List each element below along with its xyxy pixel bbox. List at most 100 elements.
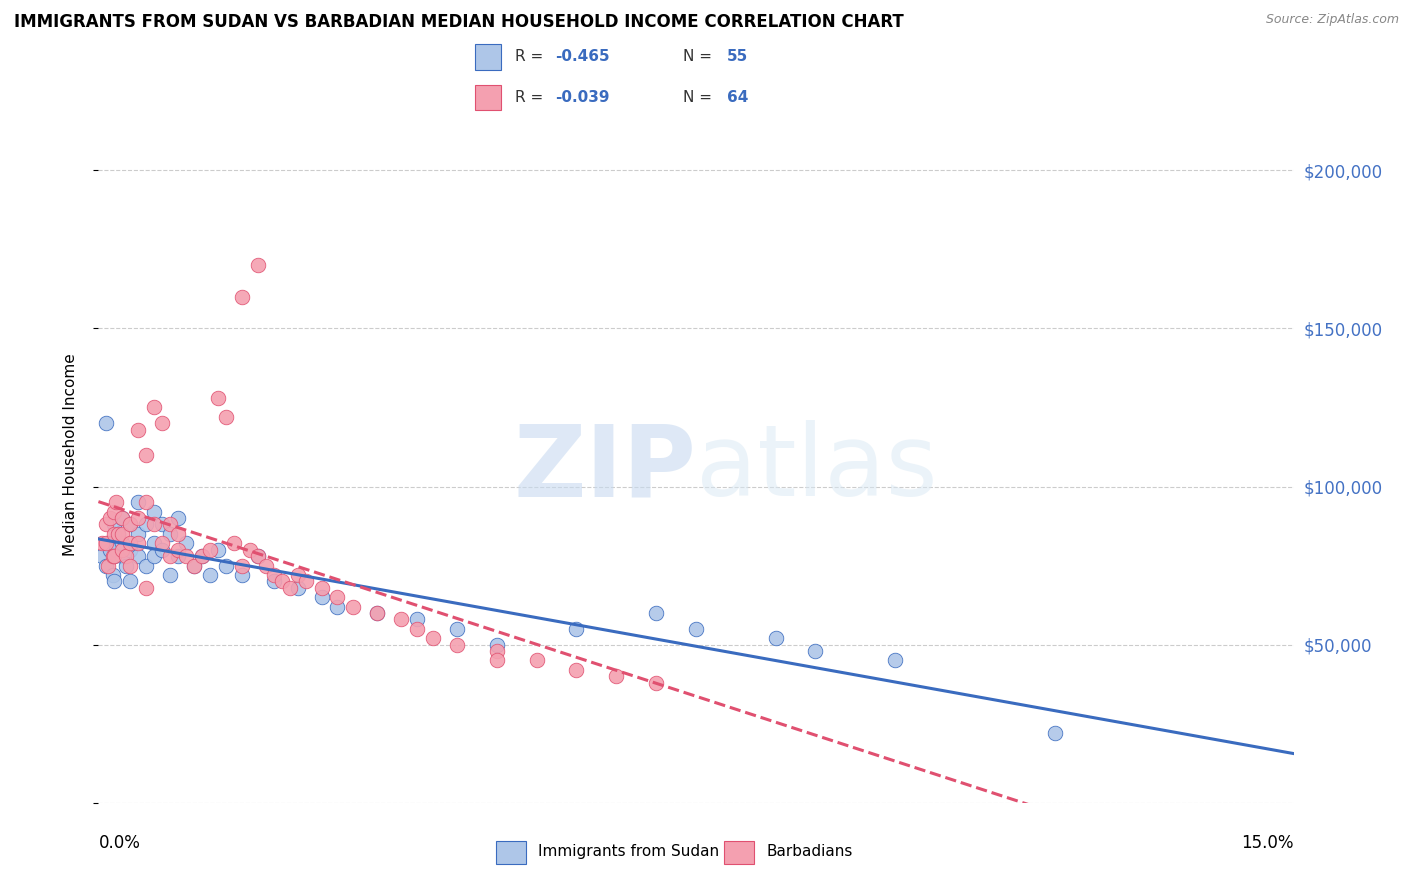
- Point: [135, 517, 157, 532]
- Point: [127, 495, 149, 509]
- Point: [254, 558, 277, 573]
- Point: [167, 527, 190, 541]
- Point: [97, 536, 120, 550]
- Point: [150, 417, 173, 431]
- FancyBboxPatch shape: [496, 841, 526, 864]
- Point: [446, 638, 468, 652]
- Point: [135, 558, 157, 573]
- Point: [120, 536, 142, 550]
- Point: [191, 549, 214, 563]
- Point: [127, 536, 149, 550]
- Point: [111, 549, 134, 563]
- Point: [120, 542, 142, 557]
- Point: [645, 675, 668, 690]
- Text: 55: 55: [727, 49, 748, 64]
- Point: [422, 632, 444, 646]
- Point: [278, 581, 301, 595]
- Point: [143, 401, 166, 415]
- Point: [127, 423, 149, 437]
- Point: [565, 622, 588, 636]
- Point: [143, 505, 166, 519]
- Point: [101, 549, 124, 563]
- Point: [111, 536, 134, 550]
- Point: [96, 517, 118, 532]
- Point: [174, 549, 197, 563]
- Point: [246, 258, 269, 272]
- Point: [107, 527, 129, 541]
- Point: [765, 632, 787, 646]
- Point: [103, 505, 125, 519]
- Point: [294, 574, 316, 589]
- Point: [485, 653, 508, 667]
- Point: [115, 549, 138, 563]
- Point: [104, 495, 127, 509]
- Point: [143, 517, 166, 532]
- Point: [96, 536, 118, 550]
- Text: atlas: atlas: [696, 420, 938, 517]
- Point: [565, 663, 588, 677]
- Point: [263, 568, 285, 582]
- Point: [183, 558, 205, 573]
- Point: [159, 549, 181, 563]
- Point: [103, 517, 125, 532]
- Text: 15.0%: 15.0%: [1241, 834, 1294, 852]
- Point: [207, 391, 229, 405]
- Point: [104, 542, 127, 557]
- Point: [198, 542, 221, 557]
- Point: [120, 558, 142, 573]
- Point: [101, 568, 124, 582]
- Point: [222, 536, 245, 550]
- Point: [246, 549, 269, 563]
- Point: [115, 558, 138, 573]
- Text: Barbadians: Barbadians: [766, 845, 852, 859]
- Point: [103, 574, 125, 589]
- Point: [406, 622, 429, 636]
- Point: [150, 517, 173, 532]
- Point: [111, 527, 134, 541]
- Point: [446, 622, 468, 636]
- Point: [150, 542, 173, 557]
- Text: N =: N =: [683, 49, 717, 64]
- Point: [198, 568, 221, 582]
- Point: [103, 549, 125, 563]
- Point: [167, 542, 190, 557]
- Point: [135, 448, 157, 462]
- Point: [231, 568, 253, 582]
- Point: [174, 536, 197, 550]
- Point: [326, 591, 349, 605]
- Point: [366, 606, 388, 620]
- Text: 64: 64: [727, 90, 748, 105]
- Point: [91, 549, 114, 563]
- Point: [605, 669, 627, 683]
- Point: [127, 511, 149, 525]
- Point: [159, 517, 181, 532]
- Point: [311, 591, 333, 605]
- Point: [239, 542, 262, 557]
- FancyBboxPatch shape: [475, 85, 501, 111]
- Point: [127, 549, 149, 563]
- Point: [127, 527, 149, 541]
- Point: [120, 517, 142, 532]
- Point: [143, 536, 166, 550]
- Point: [143, 549, 166, 563]
- Point: [287, 581, 309, 595]
- Point: [366, 606, 388, 620]
- Point: [96, 417, 118, 431]
- Point: [207, 542, 229, 557]
- Point: [263, 574, 285, 589]
- Point: [342, 599, 364, 614]
- Point: [103, 527, 125, 541]
- Point: [804, 644, 827, 658]
- Y-axis label: Median Household Income: Median Household Income: [63, 353, 77, 557]
- Point: [884, 653, 907, 667]
- Point: [111, 511, 134, 525]
- Text: -0.039: -0.039: [555, 90, 610, 105]
- Point: [215, 558, 238, 573]
- Point: [159, 568, 181, 582]
- Point: [91, 536, 114, 550]
- Text: Source: ZipAtlas.com: Source: ZipAtlas.com: [1265, 13, 1399, 27]
- Point: [120, 517, 142, 532]
- Text: Immigrants from Sudan: Immigrants from Sudan: [538, 845, 720, 859]
- Point: [120, 574, 142, 589]
- Point: [1043, 726, 1066, 740]
